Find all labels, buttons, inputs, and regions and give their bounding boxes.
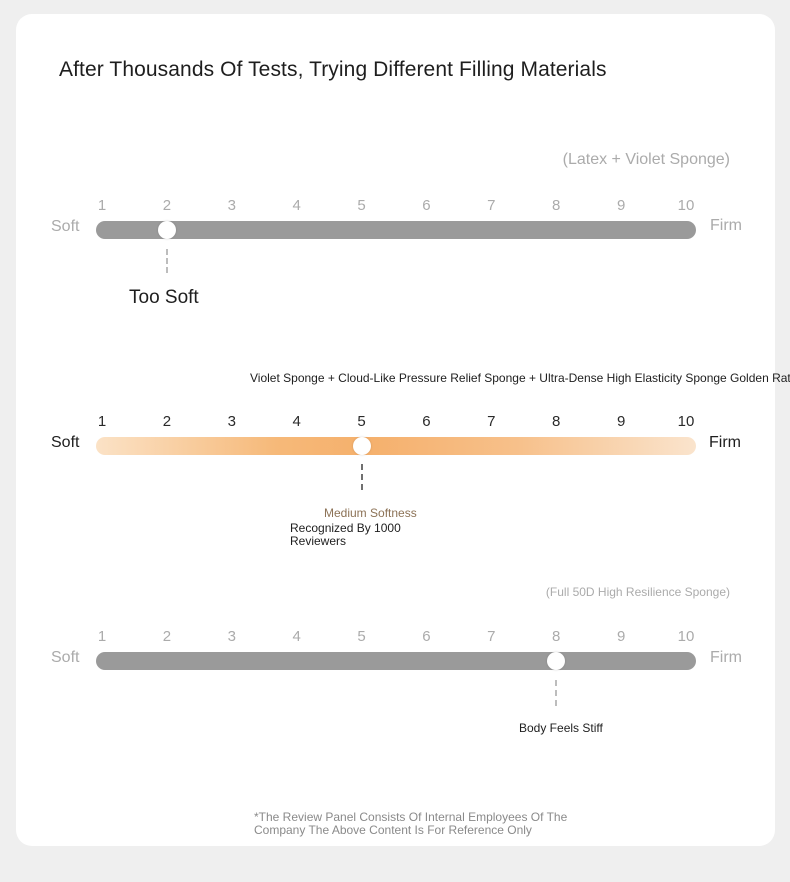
row2-tick-2: 2	[162, 413, 172, 430]
row3-marker-leader	[555, 680, 558, 706]
row1-tick-9: 9	[616, 197, 626, 214]
row3-tick-10: 10	[677, 628, 695, 645]
row1-firmness-track	[96, 221, 696, 239]
row1-tick-2: 2	[162, 197, 172, 214]
row2-tick-7: 7	[487, 413, 496, 430]
row3-firmness-track	[96, 652, 696, 670]
footnote: *The Review Panel Consists Of Internal E…	[254, 811, 567, 837]
page-title: After Thousands Of Tests, Trying Differe…	[59, 58, 607, 81]
row3-tick-9: 9	[616, 628, 626, 645]
row3-tick-1: 1	[97, 628, 107, 645]
row3-tick-5: 5	[357, 628, 366, 645]
row2-verdict: Medium Softness	[324, 506, 417, 520]
row3-tick-6: 6	[422, 628, 431, 645]
row1-firmness-marker	[157, 221, 176, 239]
footnote-line-1: *The Review Panel Consists Of Internal E…	[254, 810, 568, 824]
row2-firm-label: Firm	[709, 434, 741, 451]
row1-marker-leader	[165, 249, 168, 273]
footnote-line-2: Company The Above Content Is For Referen…	[254, 823, 532, 837]
row3-tick-4: 4	[292, 628, 301, 645]
row2-tick-3: 3	[227, 413, 236, 430]
row2-caption: Violet Sponge + Cloud-Like Pressure Reli…	[250, 371, 790, 385]
row2-verdict-sub: Recognized By 1000 Reviewers	[290, 521, 401, 548]
row3-firm-label: Firm	[710, 649, 742, 666]
row2-tick-10: 10	[677, 413, 695, 430]
row1-tick-10: 10	[677, 197, 695, 214]
row3-tick-2: 2	[162, 628, 172, 645]
row3-tick-8: 8	[552, 628, 561, 645]
row3-verdict: Body Feels Stiff	[519, 721, 603, 735]
row1-tick-8: 8	[552, 197, 561, 214]
row2-firmness-track	[96, 437, 696, 455]
row3-tick-3: 3	[227, 628, 236, 645]
row1-tick-7: 7	[487, 197, 496, 214]
row1-tick-1: 1	[97, 197, 107, 214]
row2-tick-6: 6	[422, 413, 431, 430]
row1-firm-label: Firm	[710, 217, 742, 234]
row2-tick-9: 9	[616, 413, 626, 430]
row1-soft-label: Soft	[51, 218, 80, 235]
row2-marker-leader	[360, 464, 363, 490]
row2-soft-label: Soft	[51, 434, 80, 451]
row2-firmness-marker	[352, 437, 371, 455]
content-card	[16, 14, 775, 846]
row1-tick-4: 4	[292, 197, 301, 214]
row1-verdict: Too Soft	[129, 287, 199, 308]
row3-tick-7: 7	[487, 628, 496, 645]
row3-caption: (Full 50D High Resilience Sponge)	[545, 585, 730, 599]
row2-tick-5: 5	[357, 413, 366, 430]
row1-tick-3: 3	[227, 197, 236, 214]
row2-tick-1: 1	[97, 413, 107, 430]
row3-firmness-marker	[547, 652, 566, 670]
row2-tick-4: 4	[292, 413, 301, 430]
row2-tick-8: 8	[552, 413, 561, 430]
row1-tick-6: 6	[422, 197, 431, 214]
row1-caption: (Latex + Violet Sponge)	[562, 151, 730, 168]
row1-tick-5: 5	[357, 197, 366, 214]
row3-soft-label: Soft	[51, 649, 80, 666]
